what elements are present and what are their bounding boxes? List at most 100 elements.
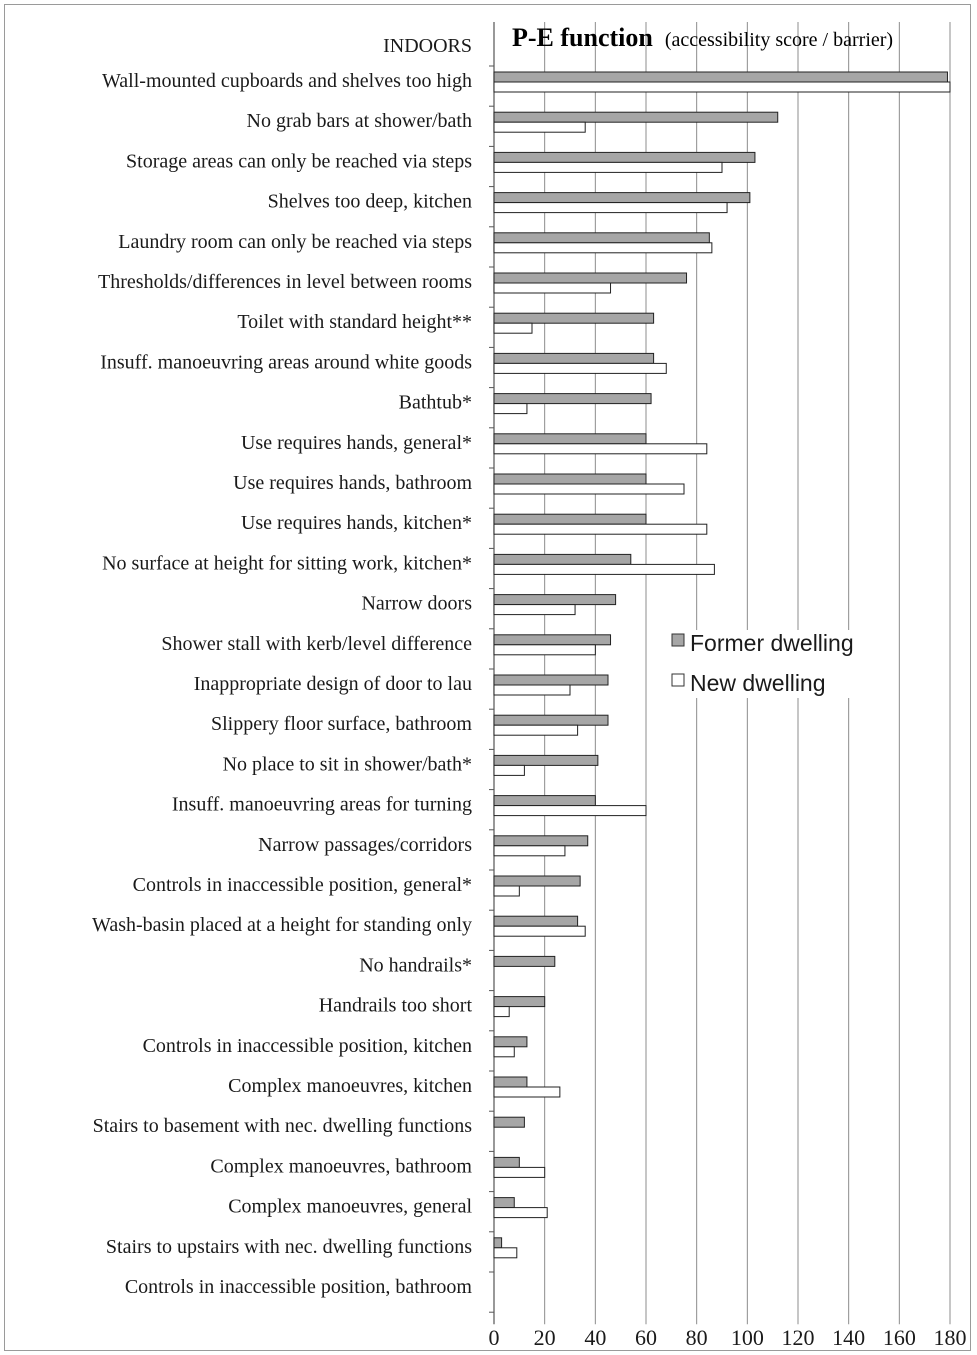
x-tick-label: 80 (686, 1325, 708, 1350)
bar-former-dwelling (493, 754, 599, 766)
bar-new-dwelling (493, 563, 715, 575)
x-tick-label: 140 (832, 1325, 865, 1350)
legend-label-former: Former dwelling (690, 630, 854, 656)
category-label: Wash-basin placed at a height for standi… (92, 914, 472, 936)
bar-former-dwelling (493, 393, 652, 405)
x-tick-label: 40 (584, 1325, 606, 1350)
x-tick-label: 100 (731, 1325, 764, 1350)
category-label: Toilet with standard height** (237, 311, 472, 333)
legend-background (666, 630, 882, 698)
category-label: Shower stall with kerb/level difference (161, 633, 472, 655)
x-tick-labels: 0 20 40 60 80 100 120 140 160 180 (489, 1325, 967, 1350)
bar-former-dwelling (493, 915, 579, 927)
bar-new-dwelling (493, 121, 586, 133)
category-label: No handrails* (359, 954, 472, 976)
bar-former-dwelling (493, 192, 751, 204)
bars (493, 71, 951, 1259)
bar-former-dwelling (493, 1156, 520, 1168)
bar-former-dwelling (493, 955, 556, 967)
bar-former-dwelling (493, 111, 779, 123)
category-label: Use requires hands, kitchen* (241, 512, 472, 534)
bar-former-dwelling (493, 714, 609, 726)
bar-new-dwelling (493, 1006, 510, 1018)
x-tick-label: 0 (489, 1325, 500, 1350)
bar-former-dwelling (493, 71, 948, 83)
category-label: Complex manoeuvres, general (228, 1196, 472, 1218)
bar-former-dwelling (493, 553, 632, 565)
category-labels: Wall-mounted cupboards and shelves too h… (92, 70, 472, 1298)
bar-new-dwelling (493, 1046, 515, 1058)
x-tick-label: 180 (934, 1325, 967, 1350)
bar-former-dwelling (493, 674, 609, 686)
category-label: Narrow doors (361, 593, 472, 615)
category-label: Use requires hands, general* (241, 432, 472, 454)
bar-new-dwelling (493, 443, 708, 455)
bar-former-dwelling (493, 1237, 503, 1249)
x-tick-label: 160 (883, 1325, 916, 1350)
bar-former-dwelling (493, 1076, 528, 1088)
category-label: No place to sit in shower/bath* (223, 753, 472, 775)
category-label: No grab bars at shower/bath (247, 110, 473, 132)
legend-swatch-new (671, 673, 685, 687)
bar-former-dwelling (493, 1036, 528, 1048)
bar-new-dwelling (493, 322, 533, 334)
category-label: Laundry room can only be reached via ste… (118, 231, 472, 253)
bar-new-dwelling (493, 764, 525, 776)
bar-former-dwelling (493, 232, 710, 244)
bar-former-dwelling (493, 312, 655, 324)
bar-new-dwelling (493, 1086, 561, 1098)
category-label: Controls in inaccessible position, gener… (133, 874, 472, 896)
bar-new-dwelling (493, 483, 685, 495)
bar-former-dwelling (493, 433, 647, 445)
category-label: Insuff. manoeuvring areas around white g… (100, 351, 472, 373)
category-label: Complex manoeuvres, kitchen (228, 1075, 472, 1097)
bar-new-dwelling (493, 242, 713, 254)
category-label: Use requires hands, bathroom (233, 472, 472, 494)
bar-new-dwelling (493, 403, 528, 415)
bar-former-dwelling (493, 272, 688, 284)
category-label: Controls in inaccessible position, kitch… (143, 1035, 472, 1057)
bar-new-dwelling (493, 1207, 548, 1219)
category-label: Shelves too deep, kitchen (268, 191, 472, 213)
category-label: Handrails too short (319, 995, 473, 1017)
x-tick-label: 20 (534, 1325, 556, 1350)
category-label: No surface at height for sitting work, k… (102, 552, 472, 574)
bar-new-dwelling (493, 644, 596, 656)
category-label: Bathtub* (399, 392, 472, 414)
category-label: Narrow passages/corridors (258, 834, 472, 856)
bar-former-dwelling (493, 835, 589, 847)
category-label: Stairs to basement with nec. dwelling fu… (93, 1115, 473, 1137)
bar-new-dwelling (493, 282, 612, 294)
bar-new-dwelling (493, 81, 951, 93)
bar-new-dwelling (493, 925, 586, 937)
bar-new-dwelling (493, 1166, 546, 1178)
category-header: INDOORS (383, 35, 472, 57)
bar-new-dwelling (493, 684, 571, 696)
category-label: Slippery floor surface, bathroom (211, 713, 472, 735)
bar-former-dwelling (493, 875, 581, 887)
category-label: Thresholds/differences in level between … (98, 271, 472, 293)
bar-former-dwelling (493, 473, 647, 485)
bar-former-dwelling (493, 1197, 515, 1209)
bar-new-dwelling (493, 202, 728, 214)
chart-subtitle: (accessibility score / barrier) (665, 29, 893, 51)
bar-new-dwelling (493, 523, 708, 535)
bar-new-dwelling (493, 161, 723, 173)
bar-former-dwelling (493, 634, 612, 646)
x-tick-label: 120 (782, 1325, 815, 1350)
category-label: Stairs to upstairs with nec. dwelling fu… (106, 1236, 472, 1258)
chart-title-line: P-E function (accessibility score / barr… (512, 23, 893, 52)
bar-former-dwelling (493, 594, 617, 606)
bar-former-dwelling (493, 352, 655, 364)
category-label: Inappropriate design of door to lau (194, 673, 472, 695)
bar-former-dwelling (493, 1116, 525, 1128)
bar-new-dwelling (493, 362, 667, 374)
bar-former-dwelling (493, 996, 546, 1008)
bar-new-dwelling (493, 805, 647, 817)
category-label: Wall-mounted cupboards and shelves too h… (102, 70, 472, 92)
legend: Former dwelling New dwelling (666, 630, 882, 698)
bar-former-dwelling (493, 513, 647, 525)
chart-title: P-E function (512, 23, 653, 52)
legend-label-new: New dwelling (690, 670, 826, 696)
